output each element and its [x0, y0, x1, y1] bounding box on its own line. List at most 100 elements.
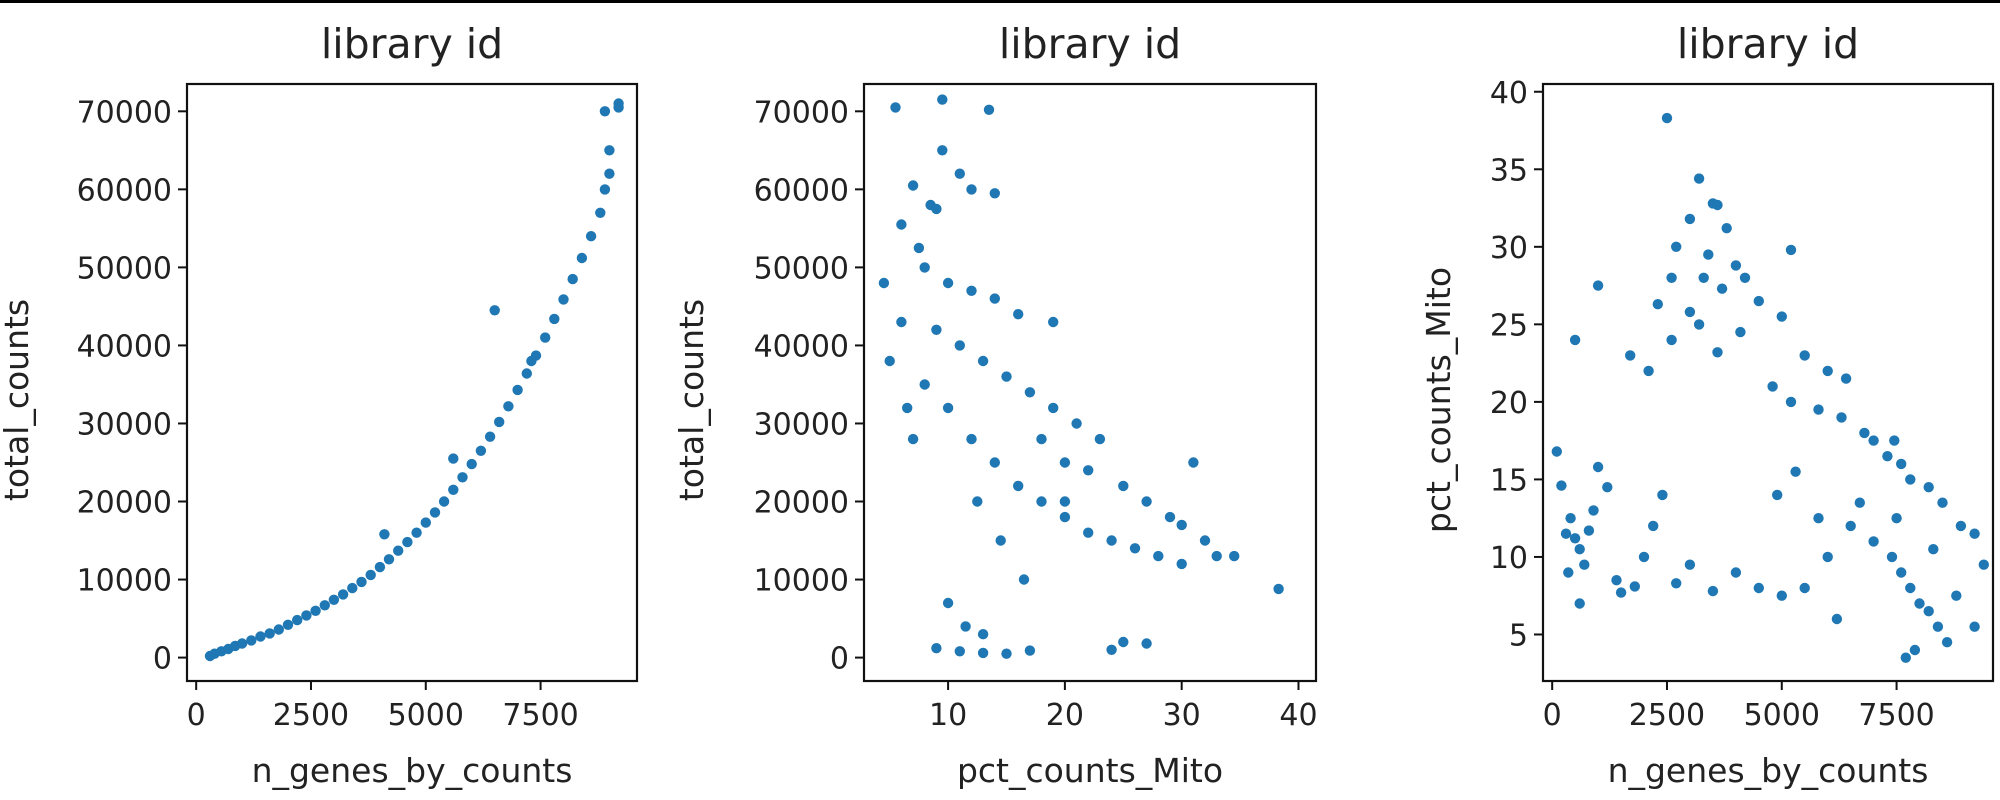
panel-3-xticks: 0 2500 5000 7500: [1543, 681, 1935, 733]
panel-1-point: [273, 624, 284, 635]
panel-1-points: [204, 98, 624, 662]
panel-1-point: [526, 355, 537, 367]
panel-1-point: [310, 605, 321, 616]
panel-3-point: [1822, 551, 1833, 563]
panel-2-point: [1211, 550, 1222, 562]
panel-2-ytick-label: 30000: [754, 407, 849, 442]
panel-2-point: [907, 433, 919, 445]
panel-2-ytick-label: 0: [830, 642, 849, 677]
panel-3-point: [1712, 199, 1723, 211]
panel-1-point: [292, 614, 303, 626]
panel-3-point: [1978, 559, 1990, 570]
panel-1-point: [319, 600, 330, 611]
panel-3-point: [1602, 482, 1613, 493]
panel-3-ytick-label: 35: [1490, 153, 1528, 188]
panel-1-point: [595, 207, 606, 218]
scatter-panel-2: library id 10 20 30 40 0 10000 20000 30000 4000…: [672, 20, 1318, 790]
panel-3-ylabel: pct_counts_Mito: [1419, 267, 1458, 533]
panel-1-ytick-label: 30000: [77, 407, 172, 442]
panel-1-point: [599, 106, 611, 117]
panel-3-point: [1583, 525, 1595, 536]
panel-2-point: [954, 168, 965, 179]
panel-2-point: [995, 535, 1006, 546]
panel-2-yticks: 0 10000 20000 30000 40000 50000 60000 70000: [754, 95, 864, 677]
panel-2-point: [942, 402, 954, 414]
panel-2-point: [1273, 583, 1284, 595]
panel-3-point: [1868, 435, 1879, 446]
panel-2-point: [942, 277, 954, 289]
panel-3-point: [1767, 381, 1778, 392]
panel-1-point: [604, 168, 615, 179]
panel-3-point: [1969, 621, 1980, 632]
panel-2-point: [1141, 496, 1152, 507]
panel-2-point: [1059, 496, 1071, 507]
panel-3-point: [1785, 396, 1797, 408]
panel-2-point: [1188, 457, 1199, 468]
panel-3-point: [1937, 497, 1948, 508]
panel-3-point: [1836, 412, 1847, 423]
panel-3-point: [1579, 559, 1590, 570]
panel-2-point: [1013, 480, 1024, 492]
panel-3-point: [1840, 373, 1852, 384]
panel-3-xlabel: n_genes_by_counts: [1608, 751, 1929, 790]
panel-3-point: [1730, 567, 1742, 578]
panel-2-point: [913, 242, 925, 254]
panel-3-xtick-label: 2500: [1629, 698, 1705, 733]
panel-2-point: [896, 316, 907, 328]
panel-3-point: [1684, 213, 1696, 225]
panel-1-point: [448, 484, 459, 495]
panel-3-point: [1799, 350, 1810, 361]
panel-3-point: [1785, 244, 1797, 256]
panel-1-point: [429, 507, 441, 518]
panel-3-point: [1588, 505, 1599, 516]
panel-2-point: [1129, 543, 1141, 554]
panel-3-point: [1790, 466, 1801, 477]
panel-2-point: [890, 102, 901, 113]
panel-3-point: [1721, 223, 1732, 234]
panel-2-point: [1083, 527, 1094, 538]
panel-1-point: [512, 384, 523, 396]
panel-1-title: library id: [321, 20, 503, 68]
panel-2-point: [1036, 496, 1047, 507]
panel-2-point: [966, 285, 977, 296]
panel-3-point: [1776, 590, 1788, 601]
panel-1-point: [457, 472, 468, 483]
panel-3-xtick-label: 5000: [1744, 698, 1820, 733]
panel-2-point: [989, 293, 1000, 304]
panel-3-point: [1666, 334, 1677, 346]
panel-1-point: [613, 98, 624, 109]
panel-3-point: [1739, 272, 1751, 283]
panel-3-point: [1684, 306, 1696, 318]
panel-3-point: [1698, 272, 1709, 283]
panel-3-point: [1712, 347, 1723, 358]
panel-3-point: [1661, 112, 1673, 124]
panel-3-point: [1813, 513, 1824, 524]
panel-1-point: [494, 416, 505, 428]
panel-3-point: [1560, 528, 1572, 539]
panel-1-point: [521, 368, 532, 379]
panel-1-point: [489, 305, 500, 316]
panel-1-point: [337, 589, 349, 600]
panel-3-point: [1657, 489, 1668, 501]
panel-1-point: [475, 445, 487, 456]
panel-2-point: [1176, 519, 1187, 531]
scatter-panel-3: library id 0 2500 5000 7500 5 10 15 20 25 30 35 40…: [1419, 20, 1995, 790]
panel-1-point: [438, 496, 450, 507]
panel-2-point: [931, 203, 942, 215]
panel-2-xtick-label: 40: [1279, 698, 1317, 733]
panel-1-point: [374, 561, 386, 573]
panel-2-ylabel: total_counts: [672, 299, 711, 501]
panel-2-point: [1059, 457, 1071, 468]
panel-1-xticks: 0 2500 5000 7500: [187, 681, 579, 733]
panel-2-point: [1153, 550, 1164, 562]
panel-1-ytick-label: 60000: [77, 173, 172, 208]
panel-3-point: [1822, 365, 1833, 377]
panel-3-point: [1813, 404, 1824, 415]
panel-1-point: [448, 453, 459, 464]
panel-2-title: library id: [999, 20, 1181, 68]
panel-3-point: [1859, 427, 1870, 439]
panel-1-point: [466, 458, 477, 470]
panel-2-point: [1176, 558, 1187, 570]
panel-1-point: [246, 635, 257, 646]
panel-3-point: [1905, 474, 1916, 485]
